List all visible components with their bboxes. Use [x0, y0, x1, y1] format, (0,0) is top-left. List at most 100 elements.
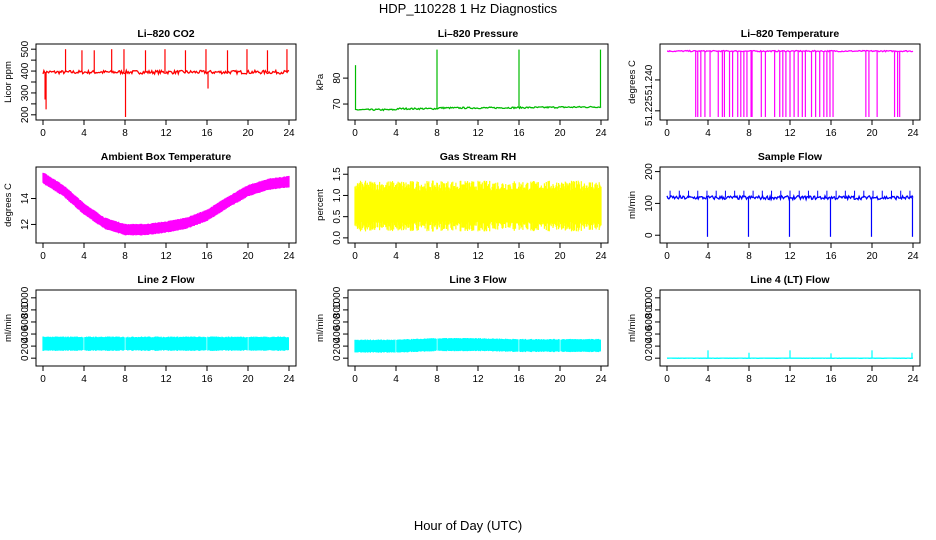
y-tick-label: 500	[20, 40, 31, 57]
x-tick-label: 0	[40, 251, 46, 262]
x-tick-label: 4	[393, 251, 399, 262]
series-9	[666, 350, 914, 359]
y-tick-label: 70	[332, 98, 343, 110]
panel-title: Sample Flow	[758, 151, 823, 163]
x-tick-label: 12	[472, 374, 484, 385]
x-tick-label: 16	[201, 128, 213, 139]
x-tick-label: 24	[595, 251, 607, 262]
chart-panel-1: Li–820 CO2 0 4 8 12 16 20 24 200 300 400 500 Licor p…	[3, 28, 297, 139]
y-tick-label: 1000	[332, 286, 343, 309]
panel-title: Line 2 Flow	[137, 274, 195, 286]
x-tick-label: 12	[784, 128, 796, 139]
x-tick-label: 0	[40, 128, 46, 139]
x-tick-label: 0	[664, 128, 670, 139]
chart-panel-3: Li–820 Temperature 0 4 8 12 16 20 24 51.22551.24…	[627, 28, 921, 139]
panel-title: Li–820 Pressure	[438, 28, 519, 40]
y-tick-label: 0	[644, 232, 655, 238]
y-tick-label: 400	[20, 62, 31, 79]
y-axis-label: degrees C	[3, 183, 14, 227]
x-tick-label: 20	[866, 128, 878, 139]
y-tick-label: 400	[332, 325, 343, 342]
y-tick-label: 800	[332, 301, 343, 318]
x-tick-label: 4	[393, 374, 399, 385]
y-tick-label: 200	[20, 106, 31, 123]
x-tick-label: 16	[513, 128, 525, 139]
plot-frame	[35, 43, 297, 121]
x-tick-label: 20	[242, 374, 254, 385]
x-tick-label: 0	[664, 251, 670, 262]
y-tick-label: 0.0	[332, 230, 343, 244]
panel-title: Li–820 Temperature	[741, 28, 840, 40]
x-tick-label: 20	[554, 251, 566, 262]
y-tick-label: 600	[332, 313, 343, 330]
y-tick-label: 12	[20, 218, 31, 230]
x-tick-label: 0	[664, 374, 670, 385]
y-tick-label: 400	[644, 325, 655, 342]
x-tick-label: 0	[352, 251, 358, 262]
x-tick-label: 20	[554, 374, 566, 385]
x-tick-label: 24	[907, 251, 919, 262]
x-tick-label: 24	[595, 128, 607, 139]
x-tick-label: 4	[81, 251, 87, 262]
x-tick-label: 4	[705, 251, 711, 262]
y-axis-label: ml/min	[315, 314, 326, 342]
y-axis-label: degrees C	[627, 60, 638, 104]
x-tick-label: 24	[283, 128, 295, 139]
y-tick-label: 600	[644, 313, 655, 330]
figure-title: HDP_110228 1 Hz Diagnostics	[378, 1, 558, 16]
chart-panel-5: Gas Stream RH 0 4 8 12 16 20 24 0.0 0.5 1.0 1.5 perc…	[315, 151, 609, 262]
x-tick-label: 4	[81, 128, 87, 139]
series-2	[354, 49, 602, 112]
chart-panel-6: Sample Flow 0 4 8 12 16 20 24 0 100 200 ml/min	[627, 151, 921, 262]
y-tick-label: 14	[20, 193, 31, 205]
x-tick-label: 24	[283, 374, 295, 385]
panel-title: Gas Stream RH	[440, 151, 516, 163]
x-tick-label: 4	[705, 374, 711, 385]
x-tick-label: 12	[160, 374, 172, 385]
panel-title: Line 3 Flow	[449, 274, 507, 286]
plot-frame	[35, 289, 297, 367]
series-5	[354, 180, 602, 232]
x-tick-label: 16	[825, 374, 837, 385]
y-tick-label: 400	[20, 325, 31, 342]
y-tick-label: 0	[20, 355, 31, 361]
x-tick-label: 12	[472, 251, 484, 262]
y-tick-label: 200	[644, 163, 655, 180]
x-tick-label: 16	[825, 251, 837, 262]
x-tick-label: 12	[784, 374, 796, 385]
chart-panel-2: Li–820 Pressure 0 4 8 12 16 20 24 70 80 kPa	[315, 28, 609, 139]
x-tick-label: 20	[242, 251, 254, 262]
x-tick-label: 4	[393, 128, 399, 139]
y-tick-label: 0	[332, 355, 343, 361]
y-tick-label: 200	[332, 337, 343, 354]
series-7	[42, 336, 289, 351]
x-tick-label: 24	[907, 128, 919, 139]
y-tick-label: 100	[644, 195, 655, 212]
x-tick-label: 8	[746, 251, 752, 262]
series-4	[42, 172, 290, 236]
x-tick-label: 16	[201, 374, 213, 385]
y-axis-label: percent	[315, 189, 326, 221]
x-tick-label: 0	[352, 374, 358, 385]
chart-panel-4: Ambient Box Temperature 0 4 8 12 16 20 24 12 14 de…	[3, 151, 297, 262]
x-tick-label: 16	[201, 251, 213, 262]
y-tick-label: 1000	[644, 286, 655, 309]
series-3	[667, 49, 914, 117]
x-tick-label: 12	[160, 128, 172, 139]
y-tick-label: 200	[20, 337, 31, 354]
y-tick-label: 1000	[20, 286, 31, 309]
y-axis-label: ml/min	[627, 314, 638, 342]
y-axis-label: kPa	[315, 73, 326, 90]
y-tick-label: 0	[644, 355, 655, 361]
y-tick-label: 1.0	[332, 188, 343, 202]
x-tick-label: 12	[160, 251, 172, 262]
x-tick-label: 0	[352, 128, 358, 139]
x-tick-label: 12	[784, 251, 796, 262]
series-1	[42, 49, 290, 117]
panel-title: Line 4 (LT) Flow	[750, 274, 830, 286]
x-tick-label: 20	[866, 374, 878, 385]
